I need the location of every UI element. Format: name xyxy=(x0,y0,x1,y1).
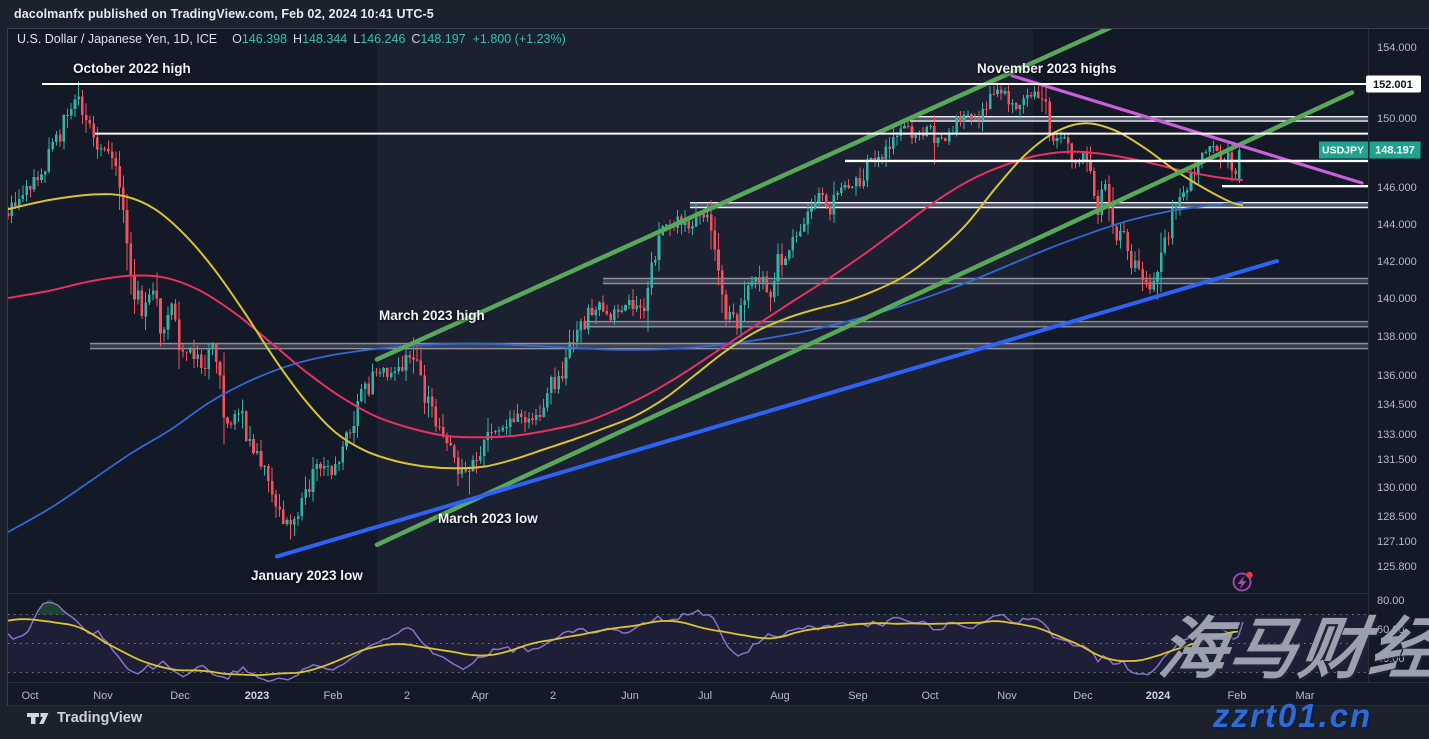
price-alert-label[interactable] xyxy=(1366,75,1421,93)
sr-band[interactable] xyxy=(585,321,1368,327)
moving-averages-layer xyxy=(8,122,1244,533)
publisher-bar: dacolmanfx published on TradingView.com,… xyxy=(14,7,434,21)
tradingview-logo[interactable]: TradingView xyxy=(26,710,142,726)
price-tick-label: 150.000 xyxy=(1377,113,1417,125)
tradingview-logo-text: TradingView xyxy=(57,710,143,726)
time-tick-label: Oct xyxy=(21,690,38,702)
resistance-trendline[interactable] xyxy=(1010,74,1364,185)
time-tick-label: 2024 xyxy=(1146,690,1171,702)
time-tick-label: Sep xyxy=(848,690,868,702)
time-tick-label: Oct xyxy=(921,690,938,702)
ma-yellow-line xyxy=(8,122,1244,470)
ohlc-open-value: 146.398 xyxy=(241,32,288,46)
annotation-november-2023-highs[interactable]: November 2023 highs xyxy=(977,61,1117,76)
price-tick-label: 127.100 xyxy=(1377,536,1417,548)
time-tick-label: Dec xyxy=(1073,690,1093,702)
time-tick-label: 2023 xyxy=(245,690,269,702)
annotation-march-2023-high[interactable]: March 2023 high xyxy=(379,308,485,323)
price-tick-label: 144.000 xyxy=(1377,219,1417,231)
drawings-layer[interactable] xyxy=(42,25,1368,559)
sr-band[interactable] xyxy=(90,343,1368,349)
svg-text:USDJPY: USDJPY xyxy=(1322,145,1364,157)
candles-layer xyxy=(8,81,1241,540)
time-axis[interactable]: Oct Nov Dec 2023 Feb 2 Apr 2 Jun Jul Aug Sep Oct Nov D… xyxy=(21,690,1314,702)
time-tick-label: Aug xyxy=(770,690,790,702)
watermark-cjk: 海马财经 xyxy=(1154,612,1429,687)
chart-background xyxy=(7,28,1429,705)
change-value: +1.800 (+1.23%) xyxy=(472,32,566,46)
last-price-label xyxy=(1369,141,1421,159)
flash-icon[interactable] xyxy=(1232,571,1253,592)
rsi-tick-label: 60.00 xyxy=(1377,624,1405,636)
price-tick-label: 134.500 xyxy=(1377,399,1417,411)
ohlc-high-value: 148.344 xyxy=(302,32,348,46)
price-tick-label: 125.800 xyxy=(1377,561,1417,573)
watermark-site: zzrt01.cn xyxy=(1213,697,1373,734)
price-tick-label: 146.000 xyxy=(1377,182,1417,194)
price-tick-label: 140.000 xyxy=(1377,293,1417,305)
svg-text:152.001: 152.001 xyxy=(1373,79,1413,91)
symbol-badge xyxy=(1319,141,1368,159)
channel-upper[interactable] xyxy=(374,25,1117,362)
price-tick-label: 136.000 xyxy=(1377,370,1417,382)
rsi-pane[interactable] xyxy=(8,599,1368,682)
ma-blue-line xyxy=(8,200,1244,533)
time-tick-label: 2 xyxy=(550,690,556,702)
channel-lower[interactable] xyxy=(374,90,1355,548)
tradingview-logo-icon xyxy=(27,712,49,724)
ohlc-low-label: L xyxy=(353,32,361,46)
price-tick-label: 133.000 xyxy=(1377,429,1417,441)
symbol-title: U.S. Dollar / Japanese Yen, 1D, ICE xyxy=(17,32,218,46)
price-tick-label: 130.000 xyxy=(1377,482,1417,494)
ohlc-high-label: H xyxy=(293,32,303,46)
publisher-text: dacolmanfx published on TradingView.com,… xyxy=(14,7,434,21)
ohlc-low-value: 146.246 xyxy=(360,32,406,46)
time-tick-label: 2 xyxy=(404,690,410,702)
price-tick-label: 154.000 xyxy=(1377,42,1417,54)
price-tick-label: 138.000 xyxy=(1377,331,1417,343)
time-tick-label: Feb xyxy=(324,690,343,702)
time-tick-label: Dec xyxy=(170,690,190,702)
symbol-legend[interactable]: U.S. Dollar / Japanese Yen, 1D, ICE O146.… xyxy=(17,32,566,46)
sr-band[interactable] xyxy=(690,202,1368,208)
time-tick-label: Apr xyxy=(471,690,488,702)
time-tick-label: Jun xyxy=(621,690,639,702)
annotation-january-2023-low[interactable]: January 2023 low xyxy=(251,568,363,583)
rsi-ma-line xyxy=(8,618,1239,677)
ohlc-open-label: O xyxy=(232,32,242,46)
sr-band[interactable] xyxy=(910,116,1368,122)
time-tick-label: Feb xyxy=(1228,690,1247,702)
rsi-line xyxy=(8,601,1244,682)
time-tick-label: Nov xyxy=(93,690,113,702)
price-axis[interactable]: 154.000 150.000 146.000 144.000 142.000 140.0… xyxy=(1319,42,1421,665)
support-trendline[interactable] xyxy=(275,259,1279,559)
annotation-march-2023-low[interactable]: March 2023 low xyxy=(438,511,538,526)
ohlc-close-label: C xyxy=(411,32,421,46)
ma-pink-line xyxy=(8,150,1244,439)
svg-text:148.197: 148.197 xyxy=(1375,145,1415,157)
rsi-tick-label: 80.00 xyxy=(1377,595,1405,607)
price-tick-label: 128.500 xyxy=(1377,511,1417,523)
time-tick-label: Mar xyxy=(1296,690,1315,702)
annotation-october-2022-high[interactable]: October 2022 high xyxy=(73,61,191,76)
sr-bands-layer xyxy=(90,115,1368,350)
price-pane[interactable] xyxy=(7,25,1368,593)
price-tick-label: 131.500 xyxy=(1377,454,1417,466)
time-tick-label: Jul xyxy=(698,690,712,702)
sr-band[interactable] xyxy=(603,278,1368,284)
time-tick-label: Nov xyxy=(997,690,1017,702)
chart-chrome xyxy=(7,28,1429,706)
rsi-tick-label: 40.00 xyxy=(1377,653,1405,665)
price-tick-label: 142.000 xyxy=(1377,256,1417,268)
ohlc-close-value: 148.197 xyxy=(420,32,466,46)
